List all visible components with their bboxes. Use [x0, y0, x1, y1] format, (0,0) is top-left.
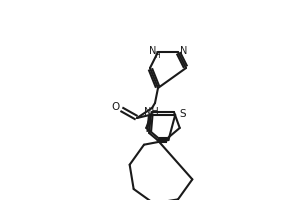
Text: H: H	[154, 51, 160, 60]
Text: N: N	[180, 46, 188, 56]
Text: N: N	[149, 46, 157, 56]
Text: S: S	[179, 109, 186, 119]
Text: NH: NH	[144, 107, 158, 117]
Text: O: O	[112, 102, 120, 112]
